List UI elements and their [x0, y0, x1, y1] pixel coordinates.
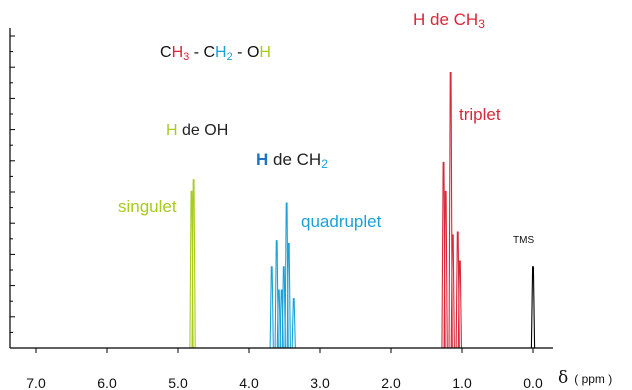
label-ch2-rest: de CH	[268, 150, 322, 169]
spectrum-signals	[10, 71, 553, 349]
label-singulet: singulet	[118, 197, 177, 216]
label-triplet: triplet	[459, 105, 501, 124]
formula-sep2: -	[232, 44, 247, 61]
peak	[457, 260, 463, 349]
label-ch2-sub: 2	[321, 157, 328, 171]
peak	[276, 289, 281, 349]
formula-h2: H	[215, 44, 227, 61]
x-tick-label: 3.0	[310, 375, 330, 390]
label-quadruplet: quadruplet	[301, 212, 382, 231]
signal-triplet	[441, 71, 463, 349]
peak	[448, 71, 453, 349]
ppm-unit: ( ppm )	[574, 372, 613, 386]
signal-singulet	[189, 179, 196, 349]
y-axis-ticks	[10, 35, 15, 333]
x-axis-ticks: 7.0 6.0 5.0 4.0 3.0 2.0 1.0 0.0	[26, 348, 543, 390]
x-axis-unit: δ ( ppm )	[558, 368, 612, 388]
label-h-de-ch2: H de CH2	[256, 150, 328, 171]
formula-sub2: 2	[226, 51, 233, 63]
formula-c1: C	[160, 44, 172, 61]
label-oh-h: H	[166, 122, 178, 139]
delta-symbol: δ	[558, 368, 569, 388]
x-tick-label: 5.0	[168, 375, 188, 390]
label-ch2-h: H	[256, 150, 269, 169]
formula-h: H	[259, 44, 271, 61]
label-ch3-text: H de CH	[413, 10, 479, 29]
peak	[443, 190, 448, 349]
x-tick-label: 4.0	[239, 375, 259, 390]
formula-o: O	[246, 44, 260, 61]
peak	[269, 266, 274, 349]
ethanol-formula: CH3 - CH2 - OH	[160, 44, 271, 63]
peak	[286, 243, 291, 349]
signal-quadruplet	[269, 202, 296, 349]
label-tms: TMS	[513, 235, 535, 246]
label-oh-rest: de OH	[177, 122, 229, 139]
peak	[274, 240, 279, 349]
peak	[450, 234, 455, 349]
label-h-de-oh: H de OH	[166, 122, 228, 140]
x-tick-label: 2.0	[381, 375, 401, 390]
x-tick-label: 7.0	[26, 375, 46, 390]
label-ch3-sub: 3	[478, 17, 485, 31]
peak	[281, 266, 286, 349]
formula-h3: H	[171, 44, 184, 61]
label-h-de-ch3: H de CH3	[413, 10, 485, 31]
peak	[291, 298, 296, 349]
formula-sep1: -	[189, 44, 204, 61]
peak	[530, 266, 536, 349]
x-tick-label: 6.0	[97, 375, 117, 390]
x-tick-label: 1.0	[452, 375, 472, 390]
peak	[191, 179, 196, 349]
formula-sub3: 3	[183, 51, 190, 63]
formula-c2: C	[203, 44, 216, 61]
x-tick-label: 0.0	[523, 375, 543, 390]
signal-tms	[530, 266, 536, 349]
